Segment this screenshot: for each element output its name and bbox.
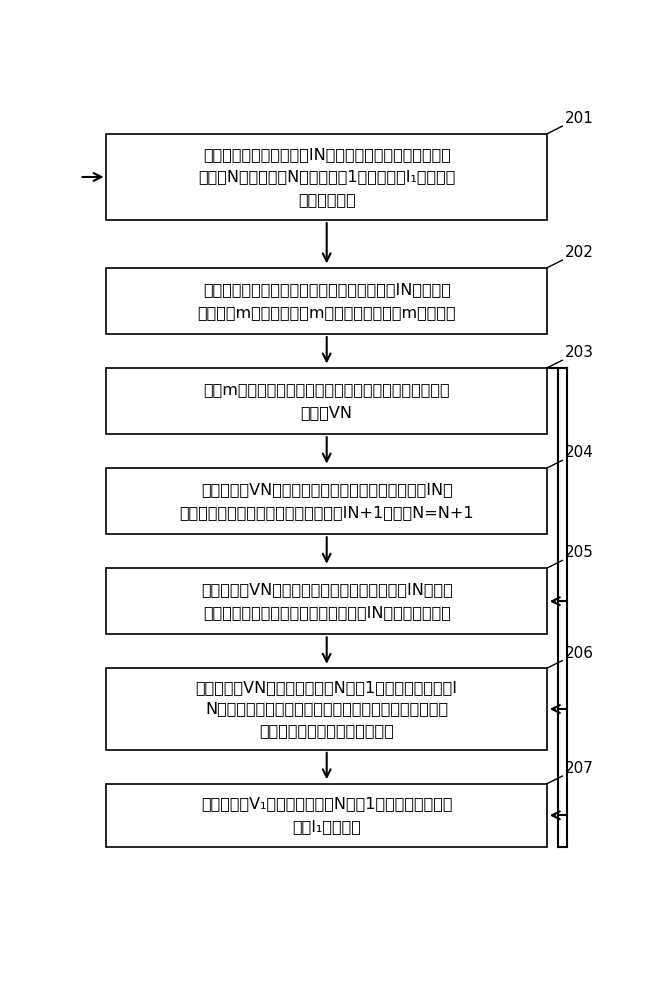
Text: 201: 201 (565, 111, 593, 126)
Text: 电压进行m次采样，得到m个采样输出电压，m为正整数: 电压进行m次采样，得到m个采样输出电压，m为正整数 (197, 305, 456, 320)
Text: N与第一电流值的差值为最优充电电流，并控制充电器按: N与第一电流值的差值为最优充电电流，并控制充电器按 (205, 702, 448, 717)
Text: 202: 202 (565, 245, 593, 260)
Text: 预置的第一电流值相加，得到充电电流IN+1，并令N=N+1: 预置的第一电流值相加，得到充电电流IN+1，并令N=N+1 (179, 505, 474, 520)
Bar (107, 784, 547, 847)
Text: 电流I₁进行调整: 电流I₁进行调整 (292, 819, 361, 834)
Text: 204: 204 (565, 445, 593, 460)
Text: 207: 207 (565, 761, 593, 776)
Text: 计算m个采样输出电压的平均值，将平均值作为稳定的输: 计算m个采样输出电压的平均值，将平均值作为稳定的输 (203, 382, 450, 397)
Text: 若输出电压VN小于安全电压且N大于1，则确定充电电流I: 若输出电压VN小于安全电压且N大于1，则确定充电电流I (196, 680, 458, 695)
Text: 205: 205 (565, 545, 593, 560)
Bar (107, 668, 547, 750)
Bar (107, 568, 547, 634)
Text: 若输出电压VN大于预置的安全电压，则将充电电流IN与: 若输出电压VN大于预置的安全电压，则将充电电流IN与 (201, 482, 453, 497)
Text: 若输出电压V₁小于安全电压且N等于1，则确定不对充电: 若输出电压V₁小于安全电压且N等于1，则确定不对充电 (201, 797, 452, 812)
Text: 203: 203 (565, 345, 593, 360)
Text: 控制充电器按照充电电流IN对移动终端的电池进行充电，: 控制充电器按照充电电流IN对移动终端的电池进行充电， (202, 147, 451, 162)
Text: 其中，N为正整数，N的初始值为1，充电电流I₁为预置的: 其中，N为正整数，N的初始值为1，充电电流I₁为预置的 (198, 169, 456, 184)
Text: 206: 206 (565, 646, 593, 661)
Bar (107, 468, 547, 534)
Text: 最小充电电流: 最小充电电流 (298, 192, 356, 207)
Text: 出电压VN: 出电压VN (300, 405, 353, 420)
Bar (107, 134, 547, 220)
Text: 按照预置的时间间隔对充电器在输出充电电流IN时的输出: 按照预置的时间间隔对充电器在输出充电电流IN时的输出 (202, 282, 451, 297)
Bar (107, 268, 547, 334)
Text: 照最优充电电流对电池进行充电: 照最优充电电流对电池进行充电 (259, 723, 394, 738)
Text: 充电电流，并控制充电器按照充电电流IN对电池进行充电: 充电电流，并控制充电器按照充电电流IN对电池进行充电 (202, 606, 451, 621)
Text: 若输出电压VN等于安全电压，则确定充电电流IN为最优: 若输出电压VN等于安全电压，则确定充电电流IN为最优 (201, 582, 453, 597)
Bar (107, 368, 547, 434)
